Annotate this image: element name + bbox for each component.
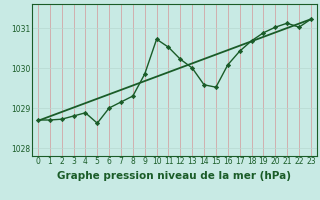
X-axis label: Graphe pression niveau de la mer (hPa): Graphe pression niveau de la mer (hPa) — [57, 171, 292, 181]
